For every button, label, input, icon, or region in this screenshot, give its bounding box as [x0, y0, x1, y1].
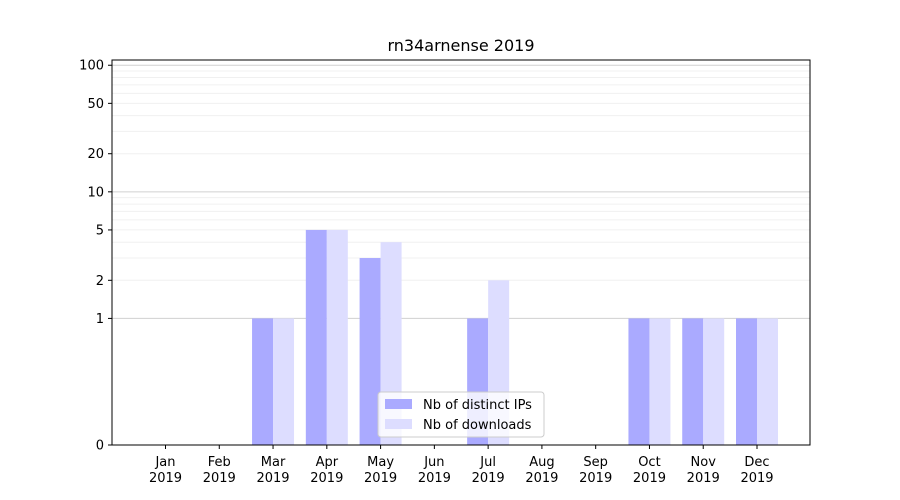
- y-axis: 0 1 2 5 10 20 50 100: [79, 59, 112, 454]
- x-tick-label-year: 2019: [579, 471, 612, 486]
- chart-title: rn34arnense 2019: [387, 36, 534, 55]
- x-tick-label-month: Feb: [208, 455, 231, 470]
- x-tick-label-month: Jun: [423, 455, 444, 470]
- bar-ips: [628, 318, 650, 445]
- bar-ips: [736, 318, 757, 445]
- x-tick-label-year: 2019: [525, 471, 558, 486]
- bar-ips: [252, 318, 274, 445]
- y-tick-label: 0: [96, 439, 104, 454]
- bar-downloads: [757, 318, 778, 445]
- bar-ips: [305, 229, 327, 445]
- x-tick-label-month: Jul: [479, 455, 496, 470]
- x-tick-label-month: Mar: [261, 455, 286, 470]
- x-tick-label-year: 2019: [472, 471, 505, 486]
- y-tick-label: 50: [87, 97, 104, 112]
- x-tick-label-month: Aug: [529, 455, 554, 470]
- bar-ips: [682, 318, 704, 445]
- bar-downloads: [703, 318, 725, 445]
- legend-label: Nb of downloads: [423, 418, 532, 433]
- x-tick-label-month: Apr: [316, 455, 339, 470]
- y-tick-label: 5: [96, 223, 104, 238]
- bar-downloads: [649, 318, 671, 445]
- plot-frame: [111, 59, 811, 446]
- x-tick-label-month: Oct: [638, 455, 660, 470]
- y-tick-label: 2: [96, 274, 104, 289]
- legend-swatch: [385, 399, 412, 409]
- x-tick-label-year: 2019: [364, 471, 397, 486]
- legend: Nb of distinct IPs Nb of downloads: [377, 391, 545, 438]
- y-tick-label: 1: [96, 312, 104, 327]
- x-tick-label-year: 2019: [310, 471, 343, 486]
- y-tick-label: 10: [87, 185, 104, 200]
- x-tick-label-year: 2019: [633, 471, 666, 486]
- x-tick-label-month: Dec: [744, 455, 769, 470]
- x-tick-label-month: Nov: [691, 455, 717, 470]
- x-tick-label-month: Sep: [583, 455, 608, 470]
- x-tick-label-month: May: [367, 455, 394, 470]
- bars: [252, 229, 778, 445]
- bar-downloads: [273, 318, 295, 445]
- y-tick-label: 20: [87, 147, 104, 162]
- x-tick-label-year: 2019: [418, 471, 451, 486]
- legend-box: [377, 391, 545, 438]
- x-tick-label-year: 2019: [687, 471, 720, 486]
- bar-ips: [359, 258, 381, 445]
- x-tick-label-month: Jan: [154, 455, 175, 470]
- x-tick-label-year: 2019: [740, 471, 773, 486]
- bar-downloads: [326, 229, 348, 445]
- x-axis: Jan2019Feb2019Mar2019Apr2019May2019Jun20…: [149, 445, 774, 486]
- x-tick-label-year: 2019: [256, 471, 289, 486]
- legend-label: Nb of distinct IPs: [423, 398, 532, 413]
- grid-lines: [112, 64, 810, 319]
- y-tick-label: 100: [79, 59, 104, 74]
- x-tick-label-year: 2019: [203, 471, 236, 486]
- x-tick-label-year: 2019: [149, 471, 182, 486]
- legend-swatch: [385, 419, 412, 429]
